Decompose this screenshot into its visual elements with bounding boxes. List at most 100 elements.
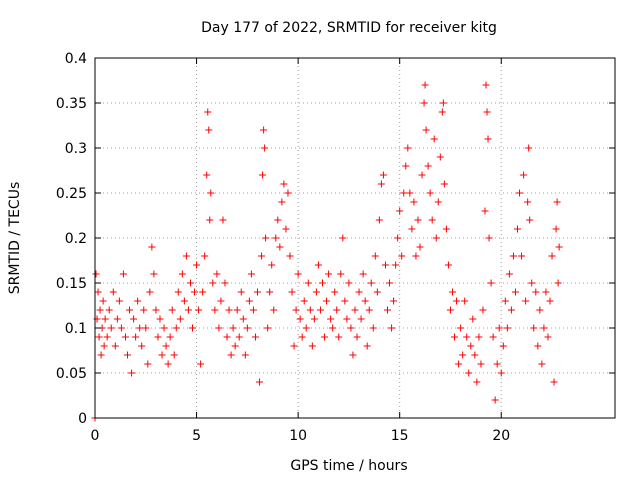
data-point <box>483 108 491 116</box>
data-point <box>421 81 429 89</box>
data-point <box>325 270 333 278</box>
y-tick-label: 0.4 <box>65 51 87 67</box>
data-point <box>471 351 479 359</box>
data-point <box>359 270 367 278</box>
data-point <box>518 252 526 260</box>
data-point <box>221 279 229 287</box>
data-point <box>444 261 452 269</box>
data-point <box>92 270 100 278</box>
data-point <box>540 324 548 332</box>
y-tick-label: 0 <box>78 411 87 427</box>
axis-tick-labels: 0 0.05 0.1 0.15 0.2 0.25 0.3 0.35 0.4 0 5 10 15 20 <box>56 51 510 444</box>
data-point <box>261 144 269 152</box>
data-point <box>316 306 324 314</box>
data-point <box>503 324 511 332</box>
data-point <box>355 288 363 296</box>
data-point <box>410 198 418 206</box>
data-point <box>412 252 420 260</box>
data-point <box>428 216 436 224</box>
data-point <box>306 306 314 314</box>
data-point <box>128 369 136 377</box>
data-point <box>203 171 211 179</box>
data-point <box>302 324 310 332</box>
data-point <box>282 225 290 233</box>
x-tick-label: 15 <box>391 428 409 444</box>
data-point <box>168 306 176 314</box>
data-point <box>99 297 107 305</box>
data-point <box>402 162 410 170</box>
data-point <box>195 306 203 314</box>
data-point <box>172 324 180 332</box>
data-point <box>497 369 505 377</box>
x-axis-label: GPS time / hours <box>290 458 407 474</box>
data-point <box>390 297 398 305</box>
data-point <box>94 288 102 296</box>
data-point <box>278 198 286 206</box>
data-point <box>349 351 357 359</box>
data-point <box>101 315 109 323</box>
data-point <box>136 324 144 332</box>
data-point <box>176 315 184 323</box>
data-point <box>400 189 408 197</box>
data-point <box>211 306 219 314</box>
data-point <box>174 288 182 296</box>
data-point <box>182 252 190 260</box>
data-point <box>369 324 377 332</box>
data-point <box>361 297 369 305</box>
data-point <box>436 153 444 161</box>
data-point <box>329 324 337 332</box>
data-point <box>229 324 237 332</box>
data-point <box>217 297 225 305</box>
data-point <box>126 306 134 314</box>
data-point <box>156 315 164 323</box>
data-point <box>532 288 540 296</box>
data-point <box>337 270 345 278</box>
data-point <box>446 306 454 314</box>
data-point <box>550 378 558 386</box>
data-point <box>201 252 209 260</box>
data-point <box>178 270 186 278</box>
data-point <box>534 342 542 350</box>
data-point <box>130 315 138 323</box>
data-point <box>170 351 178 359</box>
data-point <box>469 315 477 323</box>
data-point <box>134 297 142 305</box>
data-point <box>345 279 353 287</box>
data-point <box>432 234 440 242</box>
data-point <box>388 324 396 332</box>
data-point <box>274 216 282 224</box>
data-point <box>312 288 320 296</box>
y-tick-label: 0.3 <box>65 141 87 157</box>
y-tick-label: 0.1 <box>65 321 87 337</box>
data-point <box>264 324 272 332</box>
data-point <box>276 243 284 251</box>
data-point <box>347 324 355 332</box>
data-point <box>381 261 389 269</box>
data-point <box>459 351 467 359</box>
data-point <box>371 252 379 260</box>
data-point <box>144 360 152 368</box>
data-point <box>304 279 312 287</box>
data-point <box>463 333 471 341</box>
data-point <box>272 234 280 242</box>
data-point <box>249 306 257 314</box>
data-point <box>310 315 318 323</box>
data-point <box>422 126 430 134</box>
data-point <box>406 189 414 197</box>
data-point <box>394 234 402 242</box>
data-point <box>489 333 497 341</box>
grid-lines <box>95 58 615 418</box>
data-point <box>290 342 298 350</box>
data-point <box>225 306 233 314</box>
data-point <box>223 333 231 341</box>
data-point <box>237 288 245 296</box>
data-point <box>150 270 158 278</box>
data-point <box>491 396 499 404</box>
data-point <box>404 144 412 152</box>
data-point <box>430 135 438 143</box>
data-point <box>142 324 150 332</box>
data-point <box>449 288 456 296</box>
data-point <box>254 288 261 296</box>
data-point <box>333 306 341 314</box>
data-point <box>292 306 300 314</box>
